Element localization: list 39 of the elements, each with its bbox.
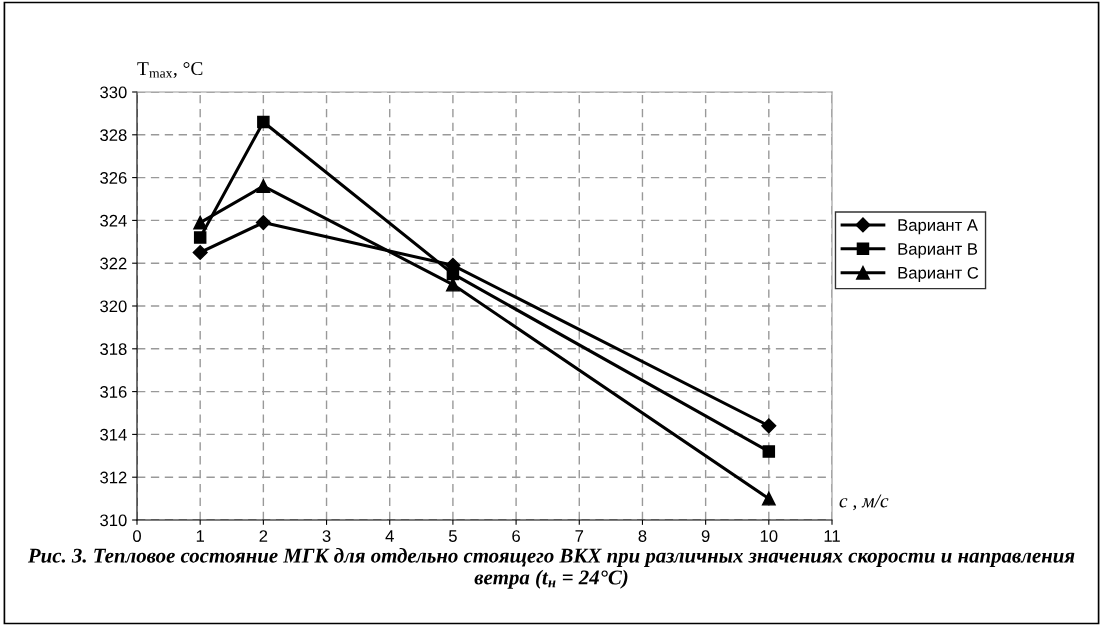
point bbox=[446, 267, 460, 281]
y-tick-label: 310 bbox=[100, 514, 127, 527]
x-tick-label: 1 bbox=[196, 530, 204, 542]
point bbox=[256, 179, 271, 194]
x-tick-label: 3 bbox=[322, 530, 331, 542]
legend-label: Вариант В bbox=[898, 243, 978, 259]
point bbox=[761, 418, 777, 434]
point bbox=[257, 115, 270, 129]
y-tick-label: 322 bbox=[100, 257, 127, 270]
point bbox=[762, 445, 776, 458]
y-axis-title: T$_{max}$, °C bbox=[137, 61, 203, 78]
point bbox=[193, 231, 207, 244]
x-tick-label: 11 bbox=[824, 530, 840, 542]
y-tick-label: 328 bbox=[100, 129, 127, 141]
x-tick-label: 4 bbox=[385, 530, 394, 542]
y-tick-label: 316 bbox=[100, 386, 127, 398]
x-tick-label: 7 bbox=[575, 530, 584, 542]
x-tick-label: 0 bbox=[133, 530, 141, 542]
y-tick-label: 326 bbox=[100, 172, 127, 184]
x-axis-title: c , м/с bbox=[839, 494, 889, 511]
y-tick-label: 312 bbox=[100, 471, 127, 484]
point bbox=[193, 215, 208, 230]
y-tick-label: 330 bbox=[100, 86, 127, 99]
x-tick-label: 6 bbox=[512, 530, 520, 542]
point bbox=[192, 244, 208, 261]
x-tick-label: 2 bbox=[259, 530, 268, 542]
point bbox=[255, 214, 271, 231]
text: Рис. 3. Тепловое состояние МГК для отдельно стоящего ВКХ при различных значениях скорости и направления ветра (t$_{н}$ = 24°C) bbox=[27, 548, 1075, 589]
x-tick-label: 9 bbox=[701, 530, 710, 542]
x-tick-label: 8 bbox=[638, 530, 647, 542]
y-tick-label: 320 bbox=[100, 300, 127, 313]
x-tick-label: 5 bbox=[448, 530, 457, 542]
y-tick-label: 314 bbox=[100, 428, 127, 441]
legend-label: Вариант С bbox=[898, 266, 979, 282]
y-tick-label: 318 bbox=[100, 343, 127, 355]
legend-label: Вариант А bbox=[898, 219, 978, 235]
y-tick-label: 324 bbox=[100, 214, 127, 227]
point bbox=[761, 491, 776, 506]
x-tick-label: 10 bbox=[760, 530, 778, 542]
